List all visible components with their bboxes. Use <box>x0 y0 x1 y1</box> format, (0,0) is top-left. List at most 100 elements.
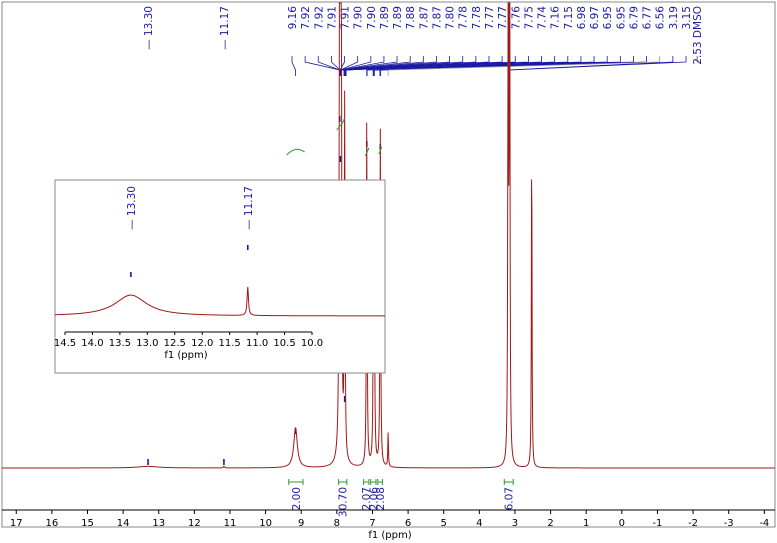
peak-label: 7.91 <box>326 6 338 29</box>
peak-label: 7.89 <box>379 6 391 29</box>
peak-label: 7.77 <box>497 6 509 29</box>
peak-label: 7.75 <box>523 6 535 29</box>
spectrum-line <box>2 2 775 469</box>
inset-panel: — 13.30— 11.17 14.5 14.0 13.5 13.0 12.5 12.0 1… <box>54 179 386 374</box>
peak-label: 7.91 <box>340 6 352 29</box>
integral-curve <box>286 148 305 156</box>
inset-spectrum-line <box>54 286 385 317</box>
x-tick-label: 3 <box>512 518 518 529</box>
inset-x-tick-label: 11.0 <box>246 338 268 349</box>
peak-label: — 13.30 <box>143 6 155 50</box>
peak-label: 6.79 <box>628 6 640 29</box>
x-tick-label: 11 <box>224 518 237 529</box>
inset-x-tick-label: 10.5 <box>273 338 295 349</box>
inset-x-tick-label: 11.5 <box>219 338 241 349</box>
peak-label: 3.15 <box>681 6 693 29</box>
peak-label: 7.88 <box>405 6 417 29</box>
x-tick-label: -1 <box>652 518 662 529</box>
inset-x-tick-label: 12.0 <box>191 338 213 349</box>
peak-label: 7.90 <box>366 6 378 29</box>
peak-connector-lines <box>291 56 698 76</box>
inset-x-tick-label: 13.0 <box>136 338 158 349</box>
peak-label: 7.92 <box>300 6 312 29</box>
inset-spectrum-trace <box>54 286 385 317</box>
integral-bracket <box>338 479 348 485</box>
inset-peak-label: — 11.17 <box>243 186 255 230</box>
x-tick-label: -3 <box>724 518 734 529</box>
x-tick-label: 9 <box>298 518 304 529</box>
x-tick-label: 6 <box>405 518 411 529</box>
integral-curve <box>336 117 346 131</box>
peak-label: 7.78 <box>471 6 483 29</box>
integral-label: 2.06 <box>368 487 380 511</box>
peak-connector <box>345 56 542 76</box>
integral-bracket <box>288 479 304 485</box>
inset-peak-label: — 13.30 <box>126 186 138 230</box>
integral-label: 6.07 <box>504 487 516 510</box>
peak-labels: — 13.30— 11.17 9.16 7.92 7.92 7.91 7.91 7.90 7.… <box>143 6 704 65</box>
x-tick-label: 10 <box>259 518 272 529</box>
integral-bracket <box>377 479 383 485</box>
x-tick-label: 13 <box>152 518 165 529</box>
integral-label: 2.07 <box>361 487 373 510</box>
peak-label: 6.98 <box>576 6 588 29</box>
x-tick-label: 2 <box>547 518 553 529</box>
peak-label: 7.90 <box>353 6 365 29</box>
inset-frame <box>54 179 386 374</box>
inset-x-tick-label: 14.5 <box>54 338 76 349</box>
peak-connector <box>387 56 661 76</box>
peak-label: 7.76 <box>510 6 522 30</box>
peak-label: 6.56 <box>655 6 667 30</box>
integral-bracket <box>363 479 370 485</box>
x-tick-label: 15 <box>81 518 94 529</box>
peak-label: 7.15 <box>563 6 575 29</box>
x-tick-label: 4 <box>476 518 482 529</box>
inset-peak-labels: — 13.30 — 11.17 <box>126 186 255 277</box>
x-tick-label: 0 <box>619 518 625 529</box>
x-tick-label: 12 <box>188 518 201 529</box>
peak-label: 7.16 <box>550 6 562 30</box>
x-tick-label: 5 <box>441 518 447 529</box>
x-tick-label: -4 <box>759 518 769 529</box>
inset-x-tick-label: 14.0 <box>81 338 103 349</box>
peak-connector <box>343 56 451 76</box>
peak-label: 7.89 <box>392 6 404 29</box>
inset-x-tick-label: 13.5 <box>109 338 131 349</box>
x-tick-label: 17 <box>10 518 23 529</box>
integral-label: 30.70 <box>338 487 350 517</box>
integral-bracket <box>503 479 514 485</box>
integral-curves <box>286 117 514 485</box>
inset-x-axis-title: f1 (ppm) <box>164 350 207 361</box>
spectrum-trace <box>2 2 775 469</box>
x-tick-label: 1 <box>583 518 589 529</box>
inset-x-axis: 14.5 14.0 13.5 13.0 12.5 12.0 11.5 11.0 10.5 10.0 <box>54 331 323 349</box>
inset-x-tick-label: 12.5 <box>164 338 186 349</box>
peak-label: 6.97 <box>589 6 601 29</box>
integral-label: 2.08 <box>375 487 387 510</box>
integral-curve <box>378 146 383 155</box>
x-tick-label: 16 <box>46 518 59 529</box>
peak-label: 7.77 <box>484 6 496 29</box>
integral-label: 2.00 <box>291 487 303 510</box>
x-tick-label: 14 <box>117 518 130 529</box>
integral-bracket <box>370 479 377 485</box>
solvent-label: 2.53 DMSO <box>692 6 704 65</box>
integral-curve <box>364 147 370 157</box>
peak-label: 6.95 <box>615 6 627 29</box>
peak-label: 7.80 <box>445 6 457 29</box>
peak-label: 7.78 <box>458 6 470 29</box>
peak-label: 7.87 <box>418 6 430 29</box>
x-tick-label: 7 <box>369 518 375 529</box>
peak-label: 6.95 <box>602 6 614 29</box>
inset-x-tick-label: 10.0 <box>301 338 323 349</box>
plot-frame <box>1 1 776 528</box>
x-tick-label: -2 <box>688 518 698 529</box>
peak-connector <box>291 56 296 76</box>
x-tick-label: 8 <box>334 518 340 529</box>
peak-label: 6.77 <box>642 6 654 29</box>
peak-label: 7.74 <box>537 6 549 30</box>
peak-label: 7.92 <box>313 6 325 29</box>
peak-label: 3.19 <box>668 6 680 29</box>
x-axis: 17 16 15 14 13 12 11 10 9 8 7 6 5 4 3 2 1 0 -1 -2 -3 -4 <box>2 509 775 529</box>
